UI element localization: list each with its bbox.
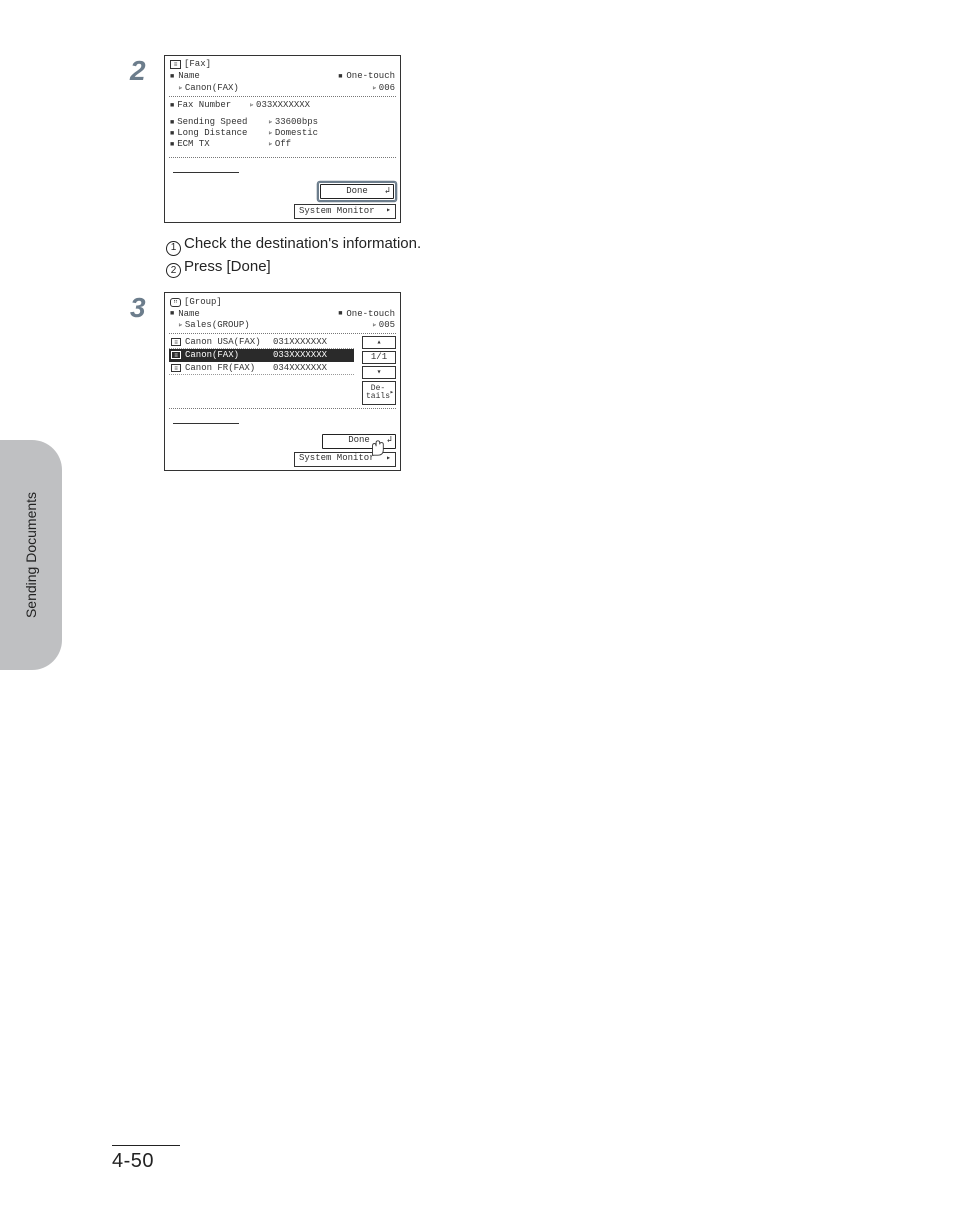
list-item[interactable]: ≡ Canon FR(FAX) 034XXXXXXX [169,362,354,375]
list-item-number: 031XXXXXXX [273,337,327,348]
screen-title-label: [Fax] [184,59,211,70]
instruction-1: Check the destination's information. [184,235,421,252]
return-icon: ↲ [385,186,390,197]
page-footer: 4-50 [112,1145,180,1173]
group-details-screen: ⠿ [Group] Name One-touch Sales(GROUP) 00… [164,292,401,470]
name-value: Canon(FAX) [178,83,239,94]
instruction-2: Press [Done] [184,258,271,275]
fax-icon: ≡ [171,338,181,346]
system-monitor-button[interactable]: System Monitor ▸ [294,204,396,219]
input-slot [173,415,239,424]
section-tab-label: Sending Documents [23,492,39,618]
list-item-name: Canon FR(FAX) [185,363,269,374]
longdist-label: Long Distance [170,128,250,139]
list-item-selected[interactable]: ≡ Canon(FAX) 033XXXXXXX [169,349,354,362]
name-label: Name [170,71,200,82]
scroll-down-button[interactable]: ▾ [362,366,396,379]
done-button-highlight: Done ↲ [318,182,396,201]
fax-icon: ≡ [171,351,181,359]
step-number: 2 [130,55,164,85]
screen-title-label: [Group] [184,297,222,308]
page-content: 2 ≡ [Fax] Name One-touch Canon(FAX) 006 [130,55,830,481]
chevron-right-icon: ▸ [390,390,394,397]
list-item-number: 033XXXXXXX [273,350,327,361]
onetouch-value: 006 [372,83,395,94]
longdist-value: Domestic [268,128,318,139]
list-item-name: Canon(FAX) [185,350,269,361]
scroll-up-button[interactable]: ▴ [362,336,396,349]
ecm-value: Off [268,139,291,150]
fax-icon: ≡ [171,364,181,372]
sendspeed-value: 33600bps [268,117,318,128]
list-item[interactable]: ≡ Canon USA(FAX) 031XXXXXXX [169,336,354,349]
hand-cursor-icon [366,439,388,457]
page-indicator: 1/1 [362,351,396,364]
faxnum-label: Fax Number [170,100,231,111]
list-item-number: 034XXXXXXX [273,363,327,374]
fax-icon: ≡ [170,60,181,69]
step-number: 3 [130,292,164,322]
name-label: Name [170,309,200,320]
step-2-instructions: 1Check the destination's information. 2P… [166,233,830,279]
sendspeed-label: Sending Speed [170,117,250,128]
circled-2-icon: 2 [166,263,181,278]
faxnum-value: 033XXXXXXX [249,100,310,111]
step-2: 2 ≡ [Fax] Name One-touch Canon(FAX) 006 [130,55,830,223]
list-item-name: Canon USA(FAX) [185,337,269,348]
onetouch-value: 005 [372,320,395,331]
circled-1-icon: 1 [166,241,181,256]
screen-title: ≡ [Fax] [170,59,211,70]
onetouch-label: One-touch [338,309,395,320]
section-tab: Sending Documents [0,440,62,670]
group-icon: ⠿ [170,298,181,307]
onetouch-label: One-touch [338,71,395,82]
details-button[interactable]: De- tails ▸ [362,381,396,405]
fax-details-screen: ≡ [Fax] Name One-touch Canon(FAX) 006 Fa… [164,55,401,223]
ecm-label: ECM TX [170,139,250,150]
done-button[interactable]: Done ↲ [320,184,394,199]
chevron-right-icon: ▸ [386,206,391,216]
page-number: 4-50 [112,1150,180,1173]
step-3: 3 ⠿ [Group] Name One-touch Sales(GROUP) … [130,292,830,470]
screen-title: ⠿ [Group] [170,297,222,308]
input-slot [173,164,239,173]
name-value: Sales(GROUP) [178,320,250,331]
